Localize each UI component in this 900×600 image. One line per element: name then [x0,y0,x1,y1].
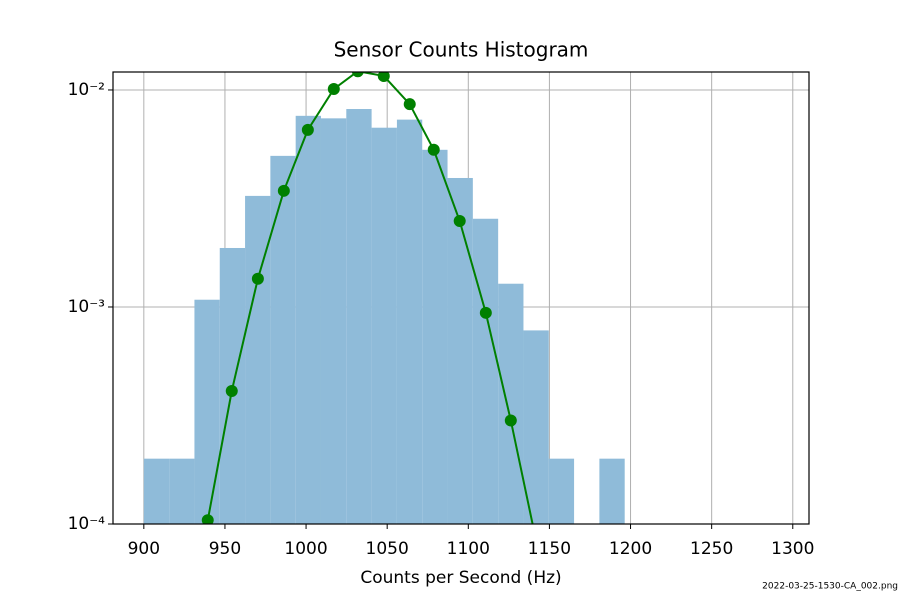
histogram-bar [320,118,347,524]
line-marker [251,272,264,285]
x-tick-label: 1200 [609,539,652,559]
line-marker [377,72,390,82]
x-tick-label: 1050 [366,539,409,559]
line-marker [201,514,214,524]
x-tick-label: 1150 [528,539,571,559]
x-tick-label: 1250 [690,539,733,559]
footnote: 2022-03-25-1530-CA_002.png [762,582,898,592]
line-marker [277,184,290,197]
y-tick-label: 10⁻⁴ [68,514,106,534]
histogram-bar [447,177,473,524]
histogram-bar [548,458,575,524]
histogram-bar [194,299,220,524]
histogram-bar [270,155,296,524]
histogram-bar [599,458,625,524]
line-marker [351,72,364,78]
line-marker [301,123,314,136]
x-tick-label: 1300 [771,539,814,559]
histogram-bar [396,119,423,524]
axes-frame [112,71,810,525]
line-marker [479,306,492,319]
line-marker [327,83,340,96]
y-tick-label: 10⁻³ [68,297,105,317]
histogram-bar [523,330,549,524]
histogram-bar [169,458,195,524]
histogram-bar [245,195,271,524]
histogram-bar [346,109,372,524]
fit-line [206,72,534,524]
x-tick-label: 950 [209,539,241,559]
x-tick-label: 900 [128,539,160,559]
line-marker [453,215,466,228]
histogram-bar [422,149,448,524]
histogram-bar [498,283,524,524]
x-tick-label: 1100 [447,539,490,559]
line-marker [403,98,416,111]
histogram-bar [371,127,397,524]
histogram-bar [143,458,170,524]
plot-area [143,72,625,524]
line-marker [225,385,238,398]
histogram-bar [472,218,499,524]
line-marker [504,414,517,427]
x-tick-label: 1000 [284,539,327,559]
histogram-bar [295,115,321,524]
x-axis-label: Counts per Second (Hz) [360,568,561,588]
y-tick-label: 10⁻² [68,80,105,100]
chart-title: Sensor Counts Histogram [334,38,589,62]
line-marker [427,143,440,156]
